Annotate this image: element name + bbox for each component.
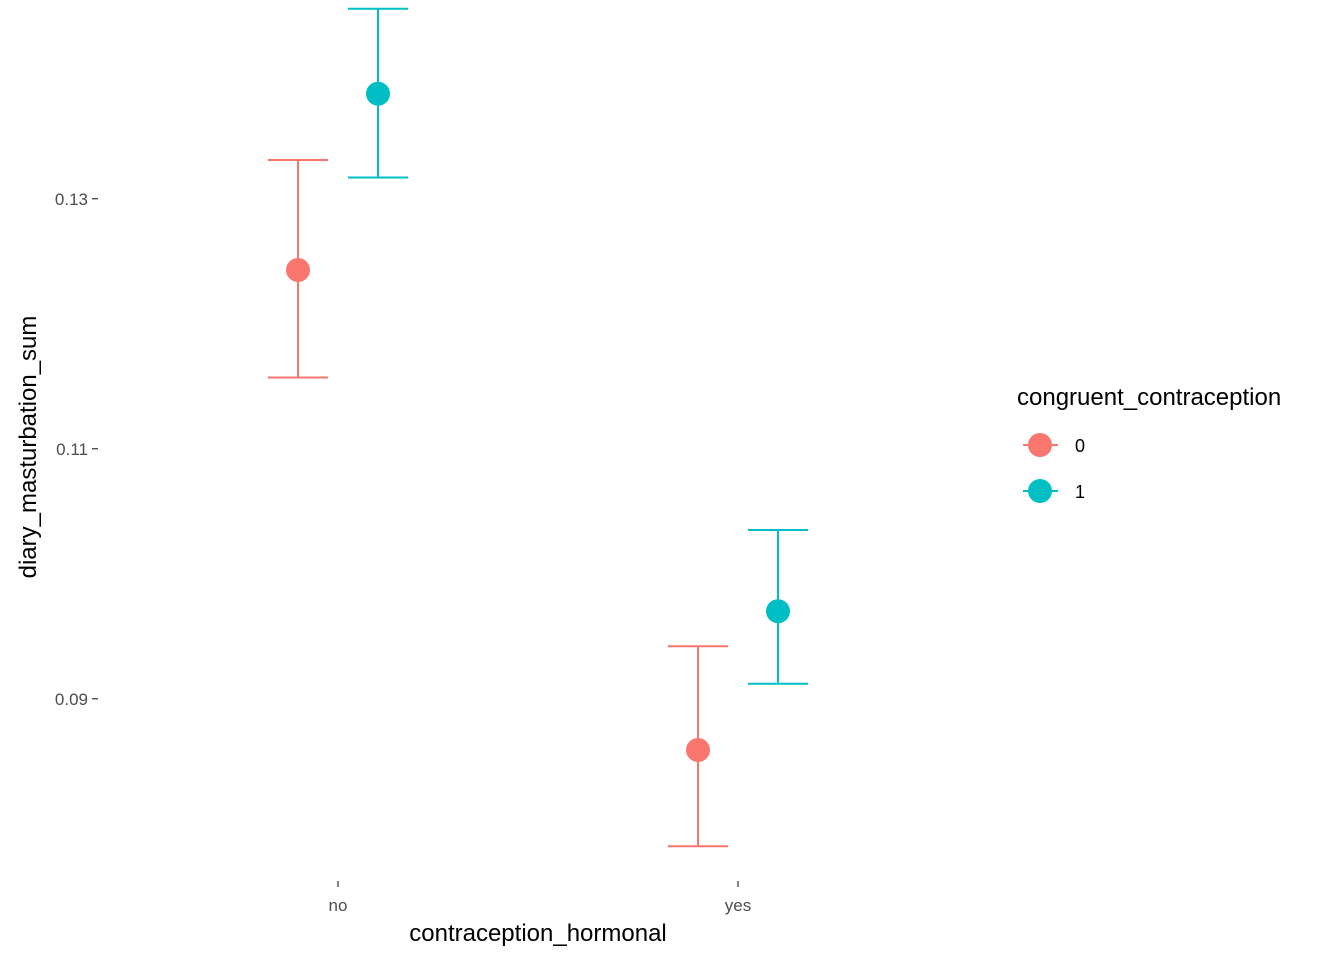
data-point (366, 81, 390, 106)
x-axis-title: contraception_hormonal (409, 920, 667, 947)
series-1 (348, 7, 808, 685)
y-tick-label: 0.13 (55, 190, 88, 209)
legend-title: congruent_contraception (1017, 384, 1281, 411)
y-tick-label: 0.09 (55, 690, 88, 709)
legend: congruent_contraception 01 (1017, 384, 1281, 503)
y-tick-label: 0.11 (56, 440, 88, 459)
y-axis: 0.09 0.11 0.13 (55, 190, 98, 709)
legend-label: 0 (1075, 436, 1085, 456)
y-axis-title: diary_masturbation_sum (15, 316, 42, 579)
x-tick-label: no (329, 896, 348, 915)
series-0 (268, 159, 728, 848)
data-point (686, 738, 710, 762)
legend-items: 01 (1023, 433, 1085, 503)
legend-key-point (1028, 433, 1052, 457)
legend-item-1: 1 (1023, 479, 1085, 503)
legend-item-0: 0 (1023, 433, 1085, 457)
legend-label: 1 (1075, 482, 1085, 502)
legend-key-point (1028, 479, 1052, 503)
data-point (286, 258, 310, 282)
x-tick-label: yes (725, 896, 751, 915)
x-axis: no yes (329, 881, 751, 915)
plot-panel (268, 7, 808, 848)
data-point (766, 599, 790, 624)
